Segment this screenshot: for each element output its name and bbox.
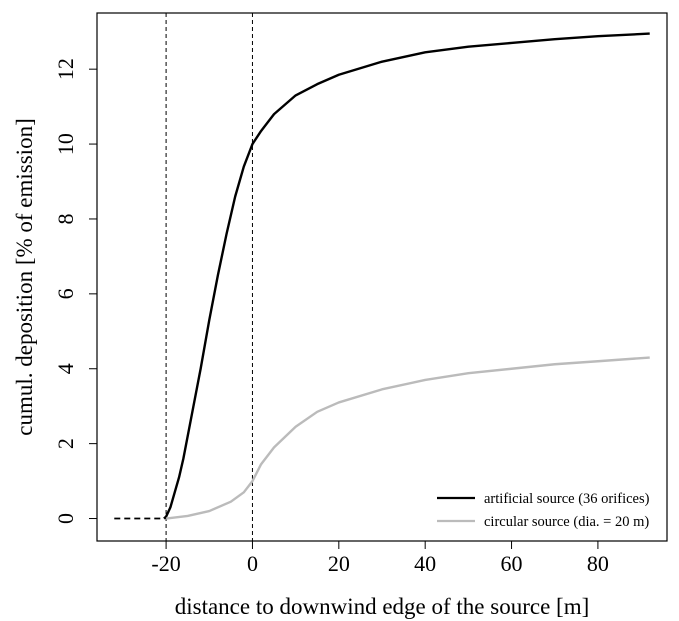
reference-lines bbox=[165, 13, 253, 541]
circular-source-line bbox=[165, 356, 650, 520]
series-layer bbox=[114, 32, 650, 520]
x-tick-label: 60 bbox=[501, 551, 523, 576]
plot-frame bbox=[96, 12, 668, 542]
artificial-source-line-dashed bbox=[114, 515, 167, 520]
y-tick-label: 12 bbox=[53, 58, 78, 80]
y-tick-label: 2 bbox=[53, 438, 78, 449]
legend-label-artificial-source: artificial source (36 orifices) bbox=[484, 491, 650, 507]
x-tick-label: 80 bbox=[587, 551, 609, 576]
y-tick-label: 6 bbox=[53, 288, 78, 299]
x-tick-label: 0 bbox=[247, 551, 258, 576]
y-tick-label: 0 bbox=[53, 513, 78, 524]
x-tick-label: 20 bbox=[328, 551, 350, 576]
legend-label-circular-source: circular source (dia. = 20 m) bbox=[484, 514, 649, 530]
x-tick-label: 40 bbox=[414, 551, 436, 576]
y-axis-title: cumul. deposition [% of emission] bbox=[12, 118, 37, 436]
y-axis: 0 2 4 6 8 10 12 bbox=[53, 58, 97, 524]
artificial-source-line bbox=[163, 32, 650, 520]
y-tick-label: 8 bbox=[53, 213, 78, 224]
x-axis: -20 0 20 40 60 80 bbox=[151, 541, 609, 576]
x-axis-title: distance to downwind edge of the source … bbox=[175, 594, 590, 619]
x-tick-label: -20 bbox=[151, 551, 180, 576]
y-tick-label: 4 bbox=[53, 363, 78, 374]
legend: artificial source (36 orifices) circular… bbox=[437, 491, 650, 530]
y-tick-label: 10 bbox=[53, 133, 78, 155]
